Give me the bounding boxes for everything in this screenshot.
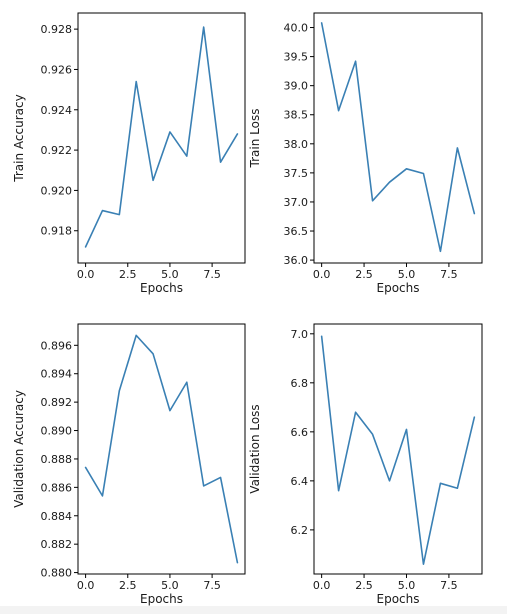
y-tick-label: 37.5 xyxy=(284,167,309,180)
x-tick-label: 5.0 xyxy=(398,579,416,592)
train-accuracy-axes-frame xyxy=(78,13,245,263)
validation-accuracy-series-line xyxy=(86,335,238,562)
y-tick-label: 7.0 xyxy=(291,328,309,341)
y-tick-label: 0.892 xyxy=(41,396,73,409)
train-accuracy-series-line xyxy=(86,27,238,247)
y-tick-label: 36.0 xyxy=(284,254,309,267)
validation-loss-series-line xyxy=(322,336,475,564)
x-tick-label: 0.0 xyxy=(313,579,331,592)
y-tick-label: 38.5 xyxy=(284,109,309,122)
train-loss-chart: 0.0 2.5 5.0 7.5 36.0 36.5 37.0 37.5 38.0 38.5 39.0… xyxy=(248,13,482,295)
y-tick-label: 39.0 xyxy=(284,80,309,93)
y-tick-label: 0.926 xyxy=(41,63,73,76)
x-tick-label: 5.0 xyxy=(161,268,179,281)
y-tick-label: 0.890 xyxy=(41,425,73,438)
validation-loss-ylabel: Validation Loss xyxy=(248,404,262,493)
y-tick-label: 0.888 xyxy=(41,453,73,466)
validation-accuracy-ylabel: Validation Accuracy xyxy=(12,390,26,508)
x-tick-label: 0.0 xyxy=(77,268,95,281)
x-tick-label: 5.0 xyxy=(161,579,179,592)
validation-accuracy-xlabel: Epochs xyxy=(140,592,183,606)
y-tick-label: 6.2 xyxy=(291,524,309,537)
y-tick-label: 0.924 xyxy=(41,104,73,117)
y-tick-label: 0.896 xyxy=(41,339,73,352)
train-loss-ylabel: Train Loss xyxy=(248,109,262,169)
y-tick-label: 0.886 xyxy=(41,481,73,494)
x-tick-label: 2.5 xyxy=(355,579,373,592)
train-loss-xlabel: Epochs xyxy=(377,281,420,295)
y-tick-label: 0.884 xyxy=(41,510,73,523)
x-tick-label: 7.5 xyxy=(440,579,458,592)
x-tick-label: 2.5 xyxy=(119,268,137,281)
y-tick-label: 0.918 xyxy=(41,225,73,238)
x-tick-label: 7.5 xyxy=(203,268,221,281)
y-tick-label: 6.8 xyxy=(291,377,309,390)
x-tick-label: 0.0 xyxy=(77,579,95,592)
y-tick-label: 0.922 xyxy=(41,144,73,157)
x-tick-label: 7.5 xyxy=(440,268,458,281)
validation-accuracy-chart: 0.0 2.5 5.0 7.5 0.880 0.882 0.884 0.886 0.888 0.8… xyxy=(12,324,245,606)
train-accuracy-chart: 0.0 2.5 5.0 7.5 0.918 0.920 0.922 0.924 0.926 0.9… xyxy=(12,13,245,295)
y-tick-label: 0.880 xyxy=(41,567,73,580)
y-tick-label: 37.0 xyxy=(284,196,309,209)
y-tick-label: 38.0 xyxy=(284,138,309,151)
validation-loss-axes-frame xyxy=(314,324,482,574)
x-tick-label: 2.5 xyxy=(355,268,373,281)
x-tick-label: 2.5 xyxy=(119,579,137,592)
y-tick-label: 40.0 xyxy=(284,22,309,35)
y-tick-label: 39.5 xyxy=(284,51,309,64)
y-tick-label: 36.5 xyxy=(284,225,309,238)
x-tick-label: 0.0 xyxy=(313,268,331,281)
bottom-strip xyxy=(0,606,507,614)
validation-loss-chart: 0.0 2.5 5.0 7.5 6.2 6.4 6.6 6.8 7.0 Epochs Validat… xyxy=(248,324,482,606)
y-tick-label: 6.6 xyxy=(291,426,309,439)
y-tick-label: 0.920 xyxy=(41,184,73,197)
validation-accuracy-axes-frame xyxy=(78,324,245,574)
validation-loss-xlabel: Epochs xyxy=(377,592,420,606)
y-tick-label: 0.894 xyxy=(41,368,73,381)
x-tick-label: 7.5 xyxy=(203,579,221,592)
train-loss-axes-frame xyxy=(314,13,482,263)
train-accuracy-xlabel: Epochs xyxy=(140,281,183,295)
y-tick-label: 0.882 xyxy=(41,538,73,551)
x-tick-label: 5.0 xyxy=(398,268,416,281)
train-accuracy-ylabel: Train Accuracy xyxy=(12,94,26,182)
y-tick-label: 6.4 xyxy=(291,475,309,488)
train-loss-series-line xyxy=(322,23,475,251)
y-tick-label: 0.928 xyxy=(41,23,73,36)
